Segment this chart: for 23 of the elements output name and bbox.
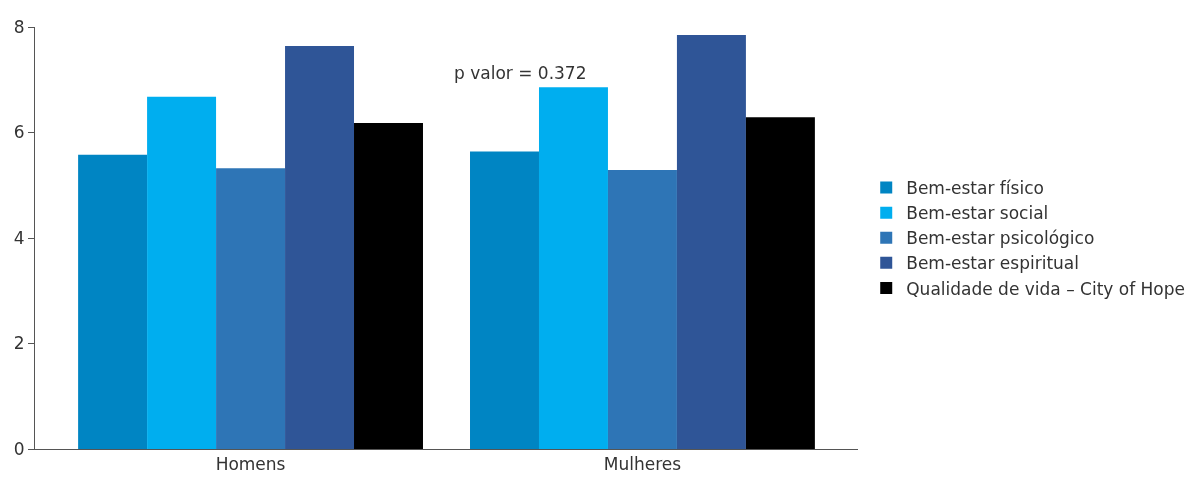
- bar: [538, 87, 608, 449]
- legend-label: Bem-estar espiritual: [906, 253, 1079, 274]
- y-tick-label: 0: [13, 438, 25, 459]
- bar: [745, 117, 815, 449]
- bar: [78, 154, 148, 449]
- x-tick-label: Homens: [215, 454, 286, 475]
- bar: [607, 169, 677, 449]
- bar: [147, 96, 217, 449]
- bar: [354, 123, 423, 449]
- bar: [216, 168, 286, 449]
- bar: [470, 151, 539, 449]
- x-tick-label: Mulheres: [603, 454, 682, 475]
- bar: [285, 45, 355, 449]
- y-tick-label: 4: [13, 227, 25, 248]
- y-tick-label: 2: [13, 333, 25, 354]
- legend-label: Qualidade de vida – City of Hope: [906, 278, 1186, 299]
- legend-label: Bem-estar social: [906, 203, 1049, 224]
- bar: [676, 34, 746, 449]
- y-tick-label: 8: [13, 16, 25, 37]
- annotation: p valor = 0.372: [454, 63, 587, 83]
- legend-label: Bem-estar psicológico: [906, 228, 1095, 249]
- y-tick-label: 6: [13, 122, 25, 143]
- legend-label: Bem-estar físico: [906, 178, 1044, 199]
